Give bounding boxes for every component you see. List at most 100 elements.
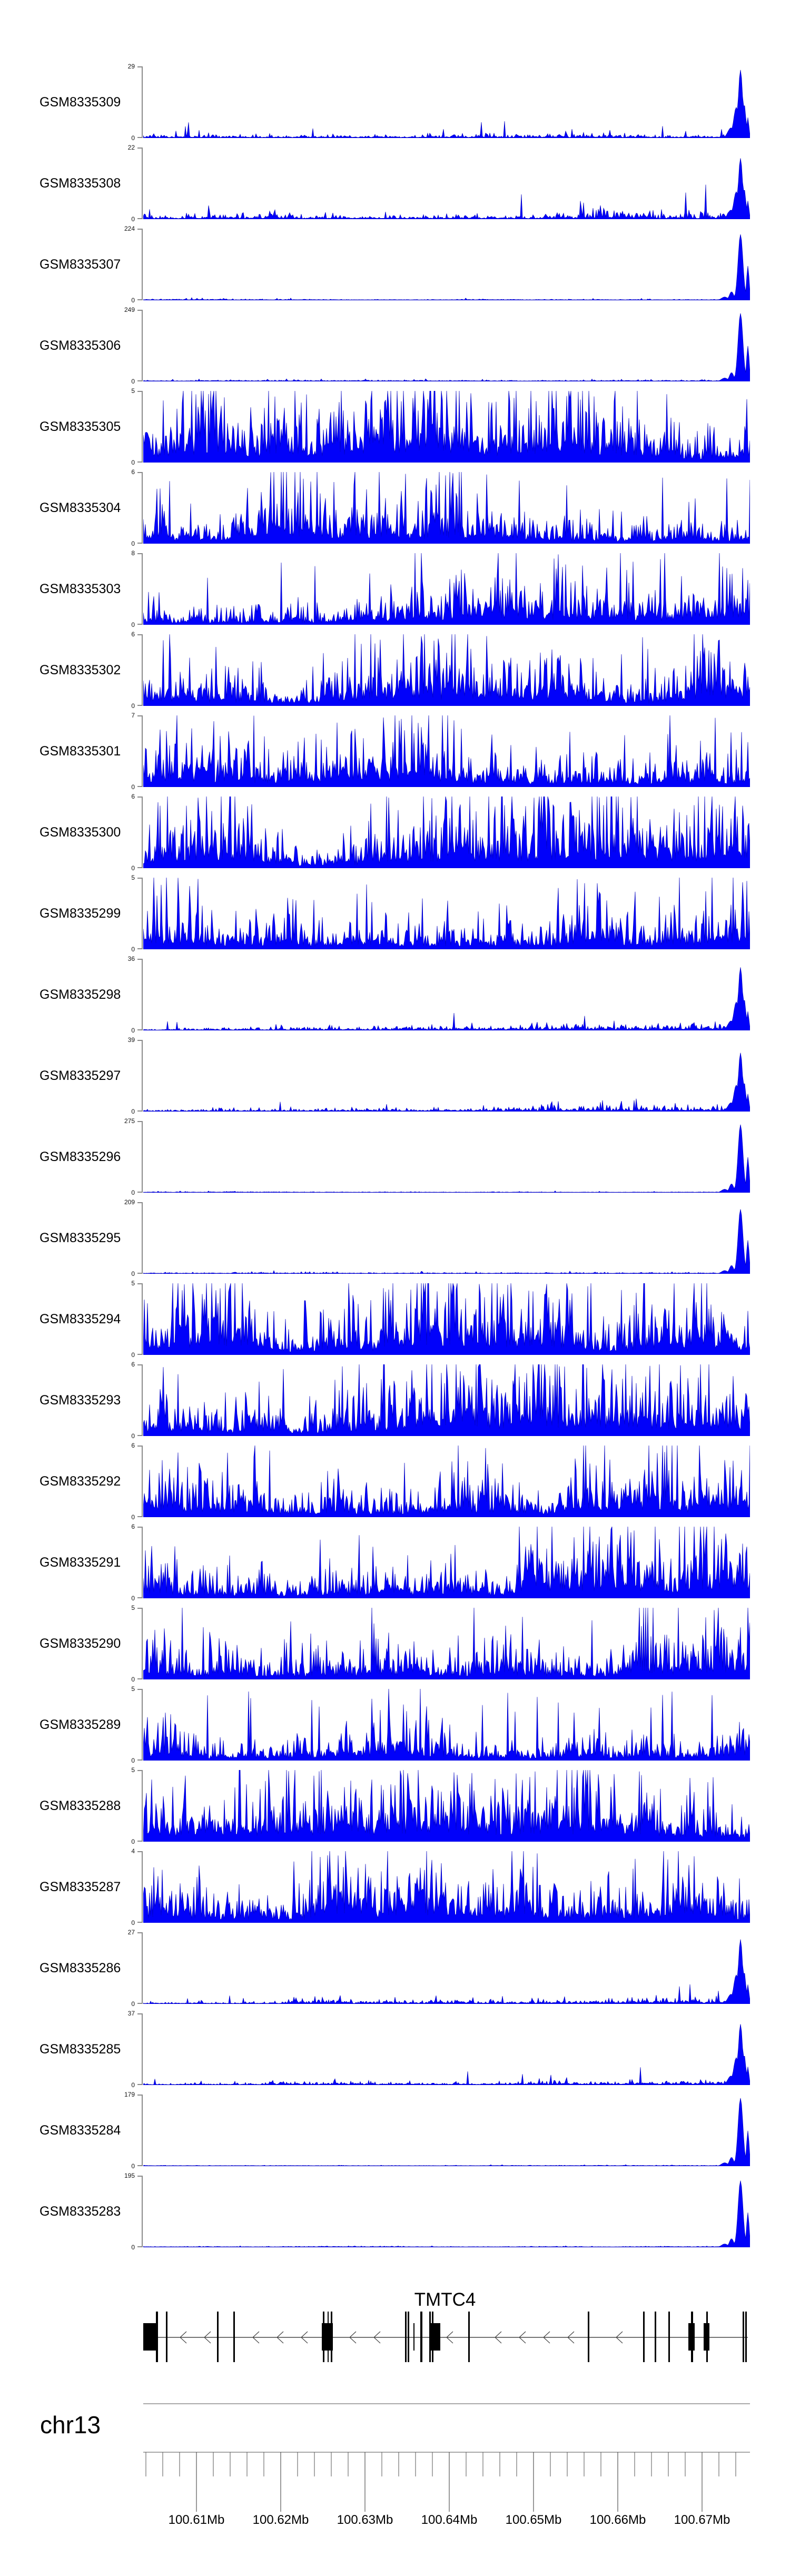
track-y-axis [142,797,143,868]
track-y-axis [142,553,143,625]
coverage-area [143,70,750,138]
track-y-axis [142,472,143,544]
track-ymin-label: 0 [131,1108,135,1115]
exon-tall [429,2312,431,2362]
track-ymax-label: 6 [131,468,135,476]
track-label: GSM8335287 [39,1880,121,1894]
track-ymax-label: 224 [124,225,135,232]
track-y-axis-top-tick [137,391,142,392]
track-ymax-label: 195 [124,2172,135,2179]
coverage-polygon [143,1209,750,1274]
track-ymin-label: 0 [131,1351,135,1359]
coverage-polygon [143,1283,750,1355]
track-y-axis-top-tick [137,797,142,798]
coverage-polygon [143,2180,750,2247]
track-y-axis-bottom-tick [137,380,142,381]
strand-chevron-left-icon [446,2331,453,2344]
strand-chevron-left-icon [495,2331,502,2344]
track-label: GSM8335294 [39,1312,121,1326]
track-y-axis-top-tick [137,472,142,473]
coverage-polygon [143,158,750,219]
coverage-area [143,1851,750,1923]
track-ymin-label: 0 [131,134,135,142]
track-ymin-label: 0 [131,378,135,385]
track-y-axis-top-tick [137,310,142,311]
exon-cds-box [143,2323,156,2351]
track-label: GSM8335302 [39,663,121,677]
track-y-axis-top-tick [137,1446,142,1447]
track-y-axis-bottom-tick [137,137,142,138]
track-ymax-label: 6 [131,1523,135,1530]
track-y-axis [142,310,143,381]
exon-medium [413,2323,414,2351]
exon-tall [156,2312,158,2362]
track-label: GSM8335293 [39,1393,121,1408]
coverage-area [143,553,750,625]
track-y-axis [142,1689,143,1761]
track-y-axis [142,1527,143,1598]
coverage-area [143,797,750,868]
track-y-axis-bottom-tick [137,2246,142,2247]
track-y-axis-bottom-tick [137,1678,142,1679]
track-ymin-label: 0 [131,1757,135,1764]
chromosome-label: chr13 [40,2411,101,2439]
track-label: GSM8335296 [39,1149,121,1164]
track-ymin-label: 0 [131,215,135,223]
track-y-axis-bottom-tick [137,461,142,463]
track-y-axis-top-tick [137,2013,142,2014]
track-ymin-label: 0 [131,783,135,791]
exon-tall [468,2312,470,2362]
exon-tall [643,2312,645,2362]
coverage-area [143,2180,750,2247]
track-ymax-label: 275 [124,1117,135,1125]
exon-tall [323,2312,324,2362]
track-y-axis-top-tick [137,2176,142,2177]
track-y-axis [142,1932,143,2004]
track-ymax-label: 6 [131,1442,135,1449]
track-label: GSM8335289 [39,1717,121,1732]
track-ymax-label: 5 [131,1766,135,1774]
track-y-axis-bottom-tick [137,1435,142,1436]
track-label: GSM8335284 [39,2123,121,2138]
track-y-axis-bottom-tick [137,1516,142,1517]
strand-chevron-left-icon [543,2331,550,2344]
coverage-area [143,878,750,949]
strand-chevron-left-icon [567,2331,575,2344]
track-ymin-label: 0 [131,1432,135,1440]
track-ymin-label: 0 [131,2162,135,2170]
track-y-axis-bottom-tick [137,218,142,219]
coverage-polygon [143,1770,750,1842]
exon-tall [432,2312,433,2362]
track-label: GSM8335286 [39,1961,121,1975]
coverage-area [143,1608,750,1679]
track-label: GSM8335297 [39,1068,121,1083]
track-ymax-label: 8 [131,549,135,557]
coverage-polygon [143,2024,750,2085]
strand-chevron-left-icon [349,2331,357,2344]
track-ymax-label: 6 [131,1361,135,1368]
track-ymax-label: 6 [131,793,135,800]
exon-tall [668,2312,670,2362]
coverage-area [143,634,750,706]
coverage-polygon [143,313,750,381]
coverage-polygon [143,634,750,706]
track-y-axis [142,1121,143,1193]
exon-tall [331,2312,332,2362]
track-y-axis [142,1040,143,1112]
track-ymin-label: 0 [131,297,135,304]
coverage-area [143,1939,750,2004]
track-ymax-label: 5 [131,874,135,881]
track-y-axis-bottom-tick [137,1273,142,1274]
track-label: GSM8335299 [39,906,121,921]
track-label: GSM8335292 [39,1474,121,1489]
track-y-axis-top-tick [137,1121,142,1122]
track-ymin-label: 0 [131,1189,135,1196]
track-y-axis-top-tick [137,1851,142,1852]
track-y-axis-top-tick [137,1608,142,1609]
track-y-axis-bottom-tick [137,2165,142,2166]
track-ymax-label: 6 [131,631,135,638]
track-label: GSM8335298 [39,987,121,1002]
track-y-axis-top-tick [137,715,142,716]
track-y-axis-bottom-tick [137,2003,142,2004]
